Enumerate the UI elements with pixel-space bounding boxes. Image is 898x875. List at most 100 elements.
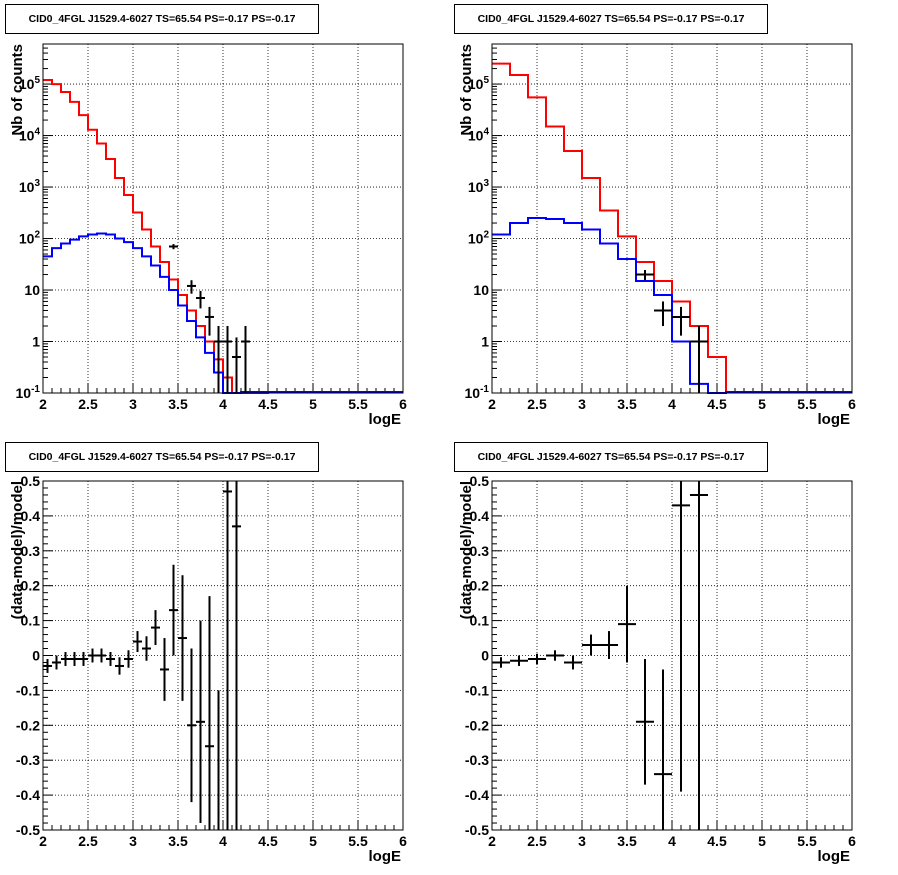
panel-1-title: CID0_4FGL J1529.4-6027 TS=65.54 PS=-0.17…: [5, 4, 319, 34]
data-point: [79, 652, 88, 666]
x-tick-label: 5: [758, 396, 766, 412]
x-tick-label: 5: [309, 833, 317, 849]
y-tick-label: 0.1: [21, 613, 41, 629]
y-tick-label: 10: [473, 282, 489, 298]
data-point: [187, 280, 196, 294]
panel-1: 2 2.5 3 3.5 4 4.5 5 5.5 6 10-1 1 10 102 103 104 105 logE…: [9, 43, 407, 428]
x-tick-label: 5.5: [797, 396, 817, 412]
x-tick-label: 6: [848, 833, 856, 849]
x-tick-label: 3: [129, 833, 137, 849]
y-tick-label: 0.1: [470, 613, 490, 629]
x-tick-label: 5.5: [348, 833, 368, 849]
y-tick-label: 1: [32, 334, 40, 350]
x-tick-label: 3.5: [617, 833, 637, 849]
y-tick-label: 104: [19, 127, 41, 144]
x-tick-label: 3.5: [168, 396, 188, 412]
x-tick-label: 2: [39, 396, 47, 412]
x-tick-label: 2.5: [527, 396, 547, 412]
x-tick-label: 4.5: [707, 833, 727, 849]
x-tick-label: 4: [219, 833, 227, 849]
y-tick-label: -0.5: [16, 822, 40, 838]
data-point: [169, 564, 178, 656]
y-tick-label: 104: [468, 127, 490, 144]
x-tick-label: 4: [668, 396, 676, 412]
data-point: [241, 326, 250, 393]
panel-2: 2 2.5 3 3.5 4 4.5 5 5.5 6 10-1 1 10 102 103 104 105 logE…: [458, 43, 856, 428]
data-point: [178, 575, 187, 701]
x-tick-label: 3: [578, 833, 586, 849]
data-point: [672, 481, 690, 792]
y-tick-label: 0.4: [21, 508, 41, 524]
x-tick-label: 4.5: [258, 396, 278, 412]
data-point: [223, 481, 232, 830]
panel-4-title: CID0_4FGL J1529.4-6027 TS=65.54 PS=-0.17…: [454, 442, 768, 472]
data-point: [61, 652, 70, 666]
data-point: [618, 585, 636, 663]
data-point: [43, 658, 52, 673]
panel-3: 2 2.5 3 3.5 4 4.5 5 5.5 6 -0.5 -0.4 -0.3 -0.2 -0.1 0 0.…: [9, 473, 407, 865]
y-tick-label: 0.2: [21, 578, 41, 594]
data-point: [232, 337, 241, 393]
x-tick-label: 4.5: [707, 396, 727, 412]
panel-2-title: CID0_4FGL J1529.4-6027 TS=65.54 PS=-0.17…: [454, 4, 768, 34]
y-tick-label: 0.3: [21, 543, 41, 559]
data-point: [600, 631, 618, 659]
data-point: [142, 636, 151, 661]
y-tick-label: 0.3: [470, 543, 490, 559]
y-axis-label: (data-model)/model: [9, 481, 26, 619]
data-point: [546, 650, 564, 661]
x-axis-label: logE: [818, 411, 851, 428]
data-point: [672, 306, 690, 336]
y-tick-label: -0.1: [465, 682, 489, 698]
y-tick-label: -0.4: [16, 787, 40, 803]
data-point: [196, 620, 205, 824]
data-point: [690, 326, 708, 393]
data-point: [160, 638, 169, 701]
y-tick-label: -0.3: [16, 752, 40, 768]
plot-frame: [491, 480, 853, 831]
data-point: [690, 481, 708, 830]
data-point: [205, 306, 214, 336]
y-axis-label: (data-model)/model: [458, 481, 475, 619]
plot-frame: [42, 43, 404, 394]
x-tick-label: 5: [758, 833, 766, 849]
x-tick-label: 2.5: [78, 833, 98, 849]
data-point: [214, 326, 223, 393]
data-point: [654, 669, 672, 830]
x-tick-label: 3.5: [168, 833, 188, 849]
panel-4: 2 2.5 3 3.5 4 4.5 5 5.5 6 -0.5 -0.4 -0.3 -0.2 -0.1 0 0.…: [458, 473, 856, 865]
data-point: [636, 269, 654, 281]
x-tick-label: 3: [578, 396, 586, 412]
y-tick-label: 0.4: [470, 508, 490, 524]
x-tick-label: 4: [668, 833, 676, 849]
y-tick-label: -0.1: [16, 682, 40, 698]
x-tick-label: 6: [399, 396, 407, 412]
x-axis-label: logE: [369, 848, 402, 865]
data-point: [133, 631, 142, 653]
y-tick-label: -0.3: [465, 752, 489, 768]
data-point: [636, 658, 654, 785]
data-point: [106, 652, 115, 666]
plot-frame: [42, 480, 404, 831]
y-tick-label: 0.2: [470, 578, 490, 594]
data-point: [115, 657, 124, 675]
data-point: [654, 301, 672, 327]
y-tick-label: 0.5: [470, 473, 490, 489]
y-axis-label: Nb of counts: [458, 44, 475, 136]
x-tick-label: 5.5: [348, 396, 368, 412]
data-point: [582, 634, 600, 656]
y-tick-label: 105: [19, 75, 41, 92]
data-point: [528, 653, 546, 665]
data-point: [70, 652, 79, 666]
x-tick-label: 2.5: [527, 833, 547, 849]
data-point: [510, 655, 528, 666]
data-point: [232, 481, 241, 830]
x-tick-label: 6: [848, 396, 856, 412]
y-tick-label: 1: [481, 334, 489, 350]
data-point: [223, 326, 232, 393]
model-source-step: [43, 232, 403, 394]
x-tick-label: 4: [219, 396, 227, 412]
data-point: [52, 655, 61, 670]
x-tick-label: 3.5: [617, 396, 637, 412]
